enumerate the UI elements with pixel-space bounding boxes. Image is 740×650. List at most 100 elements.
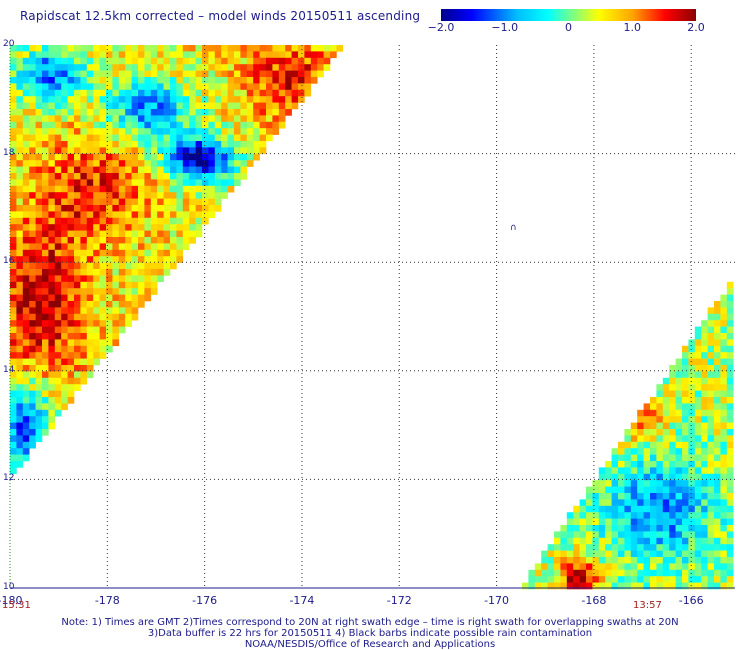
wind-diff-cell — [10, 179, 17, 187]
wind-diff-cell — [202, 205, 209, 212]
wind-diff-cell — [675, 461, 683, 468]
wind-diff-cell — [637, 531, 644, 539]
wind-diff-cell — [182, 109, 190, 116]
wind-diff-cell — [150, 237, 158, 244]
wind-diff-cell — [202, 141, 209, 148]
wind-diff-cell — [42, 57, 49, 65]
wind-diff-cell — [259, 141, 267, 148]
wind-diff-cell — [675, 569, 683, 577]
wind-diff-cell — [67, 237, 75, 244]
wind-diff-cell — [106, 249, 113, 257]
wind-diff-cell — [688, 454, 696, 462]
wind-diff-cell — [67, 230, 75, 238]
wind-diff-cell — [675, 371, 683, 379]
wind-diff-cell — [592, 499, 600, 507]
wind-diff-cell — [182, 173, 190, 180]
wind-diff-cell — [163, 243, 171, 251]
wind-diff-cell — [106, 288, 113, 295]
wind-diff-cell — [227, 173, 235, 180]
wind-diff-cell — [29, 365, 36, 372]
wind-diff-cell — [163, 134, 171, 142]
wind-diff-cell — [10, 77, 17, 84]
wind-diff-cell — [240, 57, 248, 65]
wind-diff-cell — [54, 89, 62, 97]
wind-diff-cell — [637, 493, 644, 500]
wind-diff-cell — [42, 384, 49, 391]
wind-diff-cell — [259, 64, 267, 71]
wind-diff-cell — [675, 473, 683, 481]
wind-diff-cell — [42, 397, 49, 404]
wind-diff-cell — [202, 115, 209, 123]
wind-diff-cell — [707, 422, 715, 430]
wind-diff-cell — [618, 525, 625, 532]
wind-diff-cell — [99, 281, 107, 289]
wind-diff-cell — [163, 141, 171, 148]
wind-diff-cell — [144, 141, 152, 148]
wind-diff-cell — [74, 237, 81, 244]
wind-diff-cell — [67, 45, 75, 52]
wind-diff-cell — [131, 64, 139, 71]
wind-diff-cell — [246, 83, 254, 91]
wind-diff-cell — [112, 243, 120, 251]
wind-diff-cell — [566, 582, 574, 590]
wind-diff-cell — [10, 467, 17, 475]
wind-diff-cell — [29, 89, 36, 97]
wind-diff-cell — [80, 102, 88, 110]
wind-diff-cell — [48, 96, 56, 103]
wind-diff-cell — [48, 128, 56, 135]
wind-diff-cell — [202, 57, 209, 65]
wind-diff-cell — [22, 198, 30, 206]
wind-diff-cell — [682, 582, 689, 590]
wind-diff-cell — [720, 384, 728, 391]
wind-diff-cell — [10, 96, 17, 103]
wind-diff-cell — [131, 121, 139, 129]
wind-diff-cell — [125, 109, 132, 116]
wind-diff-cell — [707, 505, 715, 513]
wind-diff-cell — [208, 115, 216, 123]
wind-diff-cell — [22, 320, 30, 327]
wind-diff-cell — [701, 377, 708, 385]
wind-diff-cell — [688, 409, 696, 417]
wind-diff-cell — [669, 365, 676, 372]
wind-diff-cell — [54, 115, 62, 123]
wind-diff-cell — [10, 102, 17, 110]
wind-diff-cell — [669, 461, 676, 468]
wind-diff-cell — [246, 141, 254, 148]
wind-diff-cell — [29, 345, 36, 353]
wind-diff-cell — [29, 153, 36, 161]
wind-diff-cell — [707, 403, 715, 411]
wind-diff-cell — [669, 467, 676, 475]
wind-diff-cell — [726, 576, 734, 583]
wind-diff-cell — [131, 256, 139, 263]
wind-diff-cell — [16, 339, 24, 347]
wind-diff-cell — [618, 480, 625, 487]
wind-diff-cell — [598, 480, 606, 487]
wind-diff-cell — [125, 160, 132, 167]
wind-diff-cell — [682, 480, 689, 487]
wind-diff-cell — [54, 275, 62, 283]
wind-diff-cell — [10, 141, 17, 148]
wind-diff-cell — [189, 230, 196, 238]
wind-diff-cell — [86, 224, 94, 231]
wind-diff-cell — [54, 307, 62, 315]
wind-diff-cell — [637, 429, 644, 436]
wind-diff-cell — [29, 377, 36, 385]
wind-diff-cell — [16, 448, 24, 455]
wind-diff-cell — [61, 243, 68, 251]
wind-diff-cell — [259, 128, 267, 135]
wind-diff-cell — [86, 365, 94, 372]
wind-diff-cell — [624, 435, 632, 443]
wind-diff-cell — [112, 301, 120, 308]
wind-diff-cell — [669, 557, 676, 564]
wind-diff-cell — [35, 313, 43, 321]
wind-diff-cell — [10, 371, 17, 379]
wind-diff-cell — [29, 249, 36, 257]
wind-diff-cell — [131, 83, 139, 91]
wind-diff-cell — [182, 224, 190, 231]
wind-diff-cell — [22, 45, 30, 52]
wind-diff-cell — [598, 563, 606, 571]
wind-diff-cell — [112, 205, 120, 212]
wind-diff-cell — [714, 326, 721, 334]
wind-diff-cell — [125, 243, 132, 251]
